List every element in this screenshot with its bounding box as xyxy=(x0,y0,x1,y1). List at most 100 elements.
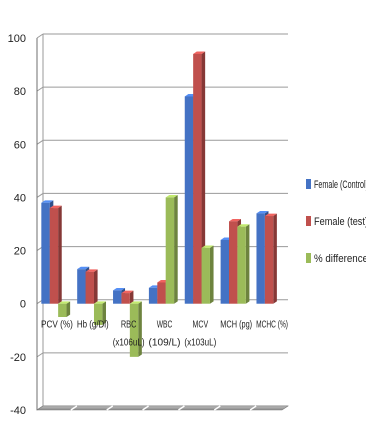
bar-front xyxy=(58,303,67,317)
floor-divider xyxy=(178,405,185,411)
bar-top xyxy=(41,200,54,203)
floor-divider xyxy=(249,405,257,411)
y-tick-labels: -40 -20 0 20 40 60 80 100 xyxy=(8,33,26,417)
legend: Female (Control) Female (test) % differenc… xyxy=(306,179,366,265)
floor-divider xyxy=(213,405,221,411)
bar-top xyxy=(113,288,126,291)
gridline-depth xyxy=(36,33,44,39)
bar-front xyxy=(121,293,130,304)
bar-side xyxy=(66,301,71,317)
bar-front xyxy=(193,53,202,304)
bar-side xyxy=(93,269,98,304)
axes xyxy=(36,34,289,411)
bar-front xyxy=(201,247,210,304)
bar-top xyxy=(77,266,90,270)
bars xyxy=(41,51,277,357)
bar-top xyxy=(85,269,98,272)
bar-side xyxy=(201,51,206,304)
y-tick-label: 60 xyxy=(14,139,26,151)
floor-divider xyxy=(106,405,114,411)
bar-top xyxy=(58,301,71,304)
bar-side xyxy=(102,301,106,325)
bar-2-2 xyxy=(129,301,142,357)
bar-front xyxy=(184,96,194,304)
bar-2-4 xyxy=(201,245,214,304)
bar-1-6 xyxy=(264,213,277,304)
gridlines xyxy=(36,33,288,411)
bar-side xyxy=(174,195,178,304)
bar-front xyxy=(49,208,59,304)
gridline-depth xyxy=(36,86,44,92)
bar-top xyxy=(121,290,134,294)
y-tick-label: 20 xyxy=(14,246,26,258)
bar-side xyxy=(209,245,214,304)
category-label: (x103uL) xyxy=(184,338,216,349)
category-label: (x106uL) xyxy=(113,338,145,349)
bar-2-5 xyxy=(237,224,250,304)
category-label: MCH (pg) xyxy=(220,320,252,331)
bar-front xyxy=(41,202,50,304)
y-tick-label: 100 xyxy=(8,33,26,45)
category-label: (109/L) xyxy=(149,338,181,349)
bar-front xyxy=(264,216,274,304)
bar-top xyxy=(256,210,269,214)
bar-top xyxy=(129,301,142,304)
floor-divider xyxy=(70,405,78,411)
bar-top xyxy=(193,51,206,54)
bar-1-1 xyxy=(85,269,98,304)
category-labels: PCV (%) Hb (g/Dl) RBC (x106uL) WBC (109/L) MCV… xyxy=(41,320,288,349)
gridline-depth xyxy=(36,139,44,145)
bar-front xyxy=(93,303,103,325)
bar-side xyxy=(58,205,62,304)
bar-top xyxy=(165,195,178,198)
legend-swatch xyxy=(306,216,311,226)
category-label: Hb (g/Dl) xyxy=(77,320,109,331)
chart-floor xyxy=(36,405,289,411)
bar-top xyxy=(229,218,242,222)
bar-2-0 xyxy=(58,301,71,317)
bar-front xyxy=(229,221,238,304)
bar-1-2 xyxy=(121,290,134,304)
y-tick-label: 0 xyxy=(20,299,26,311)
bar-top xyxy=(237,224,250,227)
category-label: RBC xyxy=(121,320,137,331)
bar-2-1 xyxy=(93,301,106,325)
bar-side xyxy=(273,213,277,304)
category-label: MCV xyxy=(193,320,209,331)
bar-top xyxy=(264,213,277,217)
legend-label: Female (Control) xyxy=(314,179,366,191)
legend-label: % difference xyxy=(314,253,366,265)
bar-front xyxy=(157,282,166,304)
category-label: WBC xyxy=(157,320,173,331)
bar-front xyxy=(129,303,139,357)
bar-front xyxy=(256,213,265,304)
bar-front xyxy=(237,226,246,304)
legend-label: Female (test) xyxy=(314,216,366,228)
floor-divider xyxy=(142,405,149,411)
y-tick-label: 80 xyxy=(14,86,26,98)
gridline-depth xyxy=(36,352,44,358)
bar-front xyxy=(113,290,122,304)
category-label: PCV (%) xyxy=(41,320,73,331)
bar-1-4 xyxy=(193,51,206,304)
bar-top xyxy=(49,205,62,209)
bar-top xyxy=(93,301,106,304)
bar-front xyxy=(165,197,175,304)
bar-1-0 xyxy=(49,205,62,304)
bar-front xyxy=(85,271,94,304)
bar-top xyxy=(201,245,214,248)
category-label: MCHC (%) xyxy=(256,320,288,331)
bar-front xyxy=(220,239,230,304)
bar-front xyxy=(148,287,158,304)
legend-swatch xyxy=(306,253,311,263)
bar-side xyxy=(129,290,134,304)
y-tick-label: -40 xyxy=(10,405,26,417)
bar-side xyxy=(138,301,142,357)
bar-front xyxy=(77,269,86,304)
bar-2-3 xyxy=(165,195,178,304)
bar-side xyxy=(245,224,250,304)
y-tick-label: -20 xyxy=(10,352,26,364)
gridline-depth xyxy=(36,193,44,198)
